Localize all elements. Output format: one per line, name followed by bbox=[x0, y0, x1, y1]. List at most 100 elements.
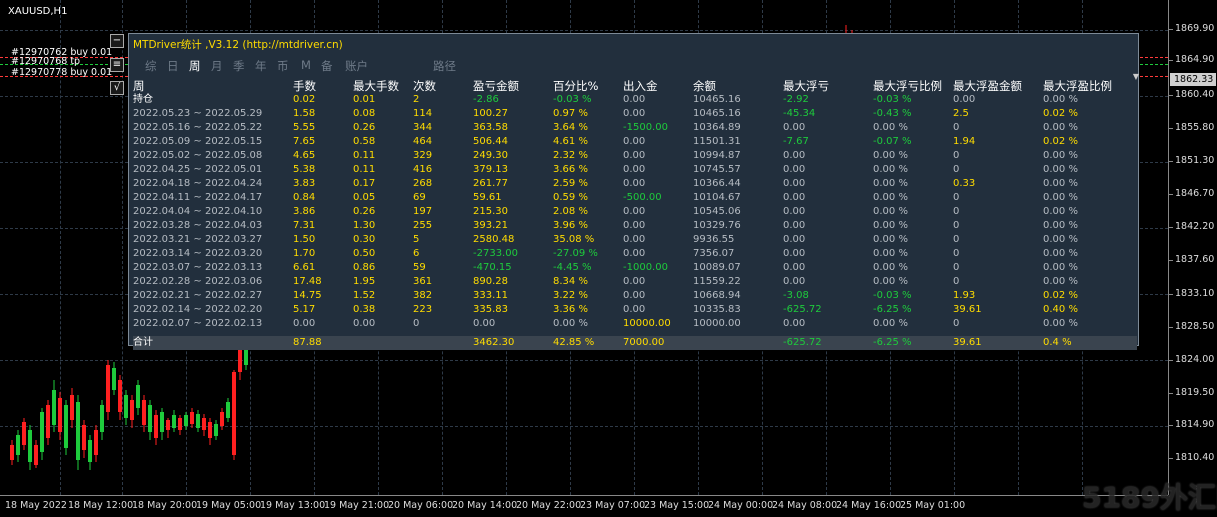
cell-pct: 2.32 % bbox=[553, 150, 588, 161]
table-row[interactable]: 2022.02.14 ~ 2022.02.20 5.17 0.38 223 335.83… bbox=[133, 303, 1137, 317]
table-row[interactable]: 2022.02.28 ~ 2022.03.06 17.48 1.95 361 890.2… bbox=[133, 275, 1137, 289]
cell-max-loss: 0.00 bbox=[783, 178, 806, 189]
price-chart[interactable]: XAUUSD,H1 #12970762 buy 0.01 #12970768 t… bbox=[0, 0, 1168, 495]
table-row[interactable]: 2022.04.04 ~ 2022.04.10 3.86 0.26 197 215.30… bbox=[133, 205, 1137, 219]
cell-max-loss: 0.00 bbox=[783, 164, 806, 175]
candle-body bbox=[46, 405, 50, 438]
cell-max-loss-pct: 0.00 % bbox=[873, 276, 908, 287]
column-header[interactable]: 出入金 bbox=[623, 79, 658, 93]
cell-max-gain: 0 bbox=[953, 234, 960, 245]
cell-max-loss-pct: 0.00 % bbox=[873, 122, 908, 133]
scroll-down-icon[interactable]: ▼ bbox=[1132, 72, 1139, 81]
panel-title: MTDriver统计 ,V3.12 (http://mtdriver.cn) bbox=[133, 39, 343, 51]
cell-pct: 2.08 % bbox=[553, 206, 588, 217]
candle-body bbox=[136, 385, 140, 408]
cell-max-gain-pct: 0.00 % bbox=[1043, 192, 1078, 203]
candle-body bbox=[52, 390, 56, 425]
cell-max-gain-pct: 0.00 % bbox=[1043, 262, 1078, 273]
column-header[interactable]: 周 bbox=[133, 79, 145, 93]
table-row[interactable]: 2022.03.14 ~ 2022.03.20 1.70 0.50 6 -2733.00… bbox=[133, 247, 1137, 261]
cell-label: 2022.04.04 ~ 2022.04.10 bbox=[133, 206, 263, 217]
table-row[interactable]: 2022.02.07 ~ 2022.02.13 0.00 0.00 0 0.00 0.00… bbox=[133, 317, 1137, 331]
column-header[interactable]: 最大浮亏比例 bbox=[873, 79, 942, 93]
cell-max-loss: -3.08 bbox=[783, 290, 809, 301]
column-header[interactable]: 最大手数 bbox=[353, 79, 399, 93]
tab-2[interactable]: 周 bbox=[189, 59, 201, 73]
table-row[interactable]: 2022.03.07 ~ 2022.03.13 6.61 0.86 59 -470.15… bbox=[133, 261, 1137, 275]
cell-lots: 3.86 bbox=[293, 206, 316, 217]
price-axis[interactable]: 1869.90 1864.90 1860.40 1855.80 1851.30 1846.… bbox=[1168, 0, 1217, 495]
time-axis[interactable]: 18 May 2022 18 May 12:00 18 May 20:00 19 Ma… bbox=[0, 495, 1168, 517]
cell-pnl: 261.77 bbox=[473, 178, 508, 189]
cell-label: 2022.05.02 ~ 2022.05.08 bbox=[133, 150, 263, 161]
tab-9[interactable]: 账户 bbox=[345, 59, 368, 73]
cell-max-gain-pct: 0.00 % bbox=[1043, 234, 1078, 245]
table-row-position[interactable]: 持仓 0.02 0.01 2 -2.86 -0.03 % 0.00 10465.16 -2.92… bbox=[133, 93, 1137, 107]
table-row[interactable]: 2022.02.21 ~ 2022.02.27 14.75 1.52 382 333.1… bbox=[133, 289, 1137, 303]
cell-max-loss: 0.00 bbox=[783, 276, 806, 287]
column-header[interactable]: 最大浮盈金额 bbox=[953, 79, 1022, 93]
candle-body bbox=[208, 422, 212, 438]
cell-lots: 1.58 bbox=[293, 108, 316, 119]
minimize-button[interactable]: − bbox=[110, 34, 124, 48]
table-row[interactable]: 2022.05.23 ~ 2022.05.29 1.58 0.08 114 100.27… bbox=[133, 107, 1137, 121]
cell-max-loss: 0.00 bbox=[783, 220, 806, 231]
cell-max-gain: 2.5 bbox=[953, 108, 969, 119]
time-tick: 20 May 22:00 bbox=[516, 500, 582, 511]
cell-max-gain-pct: 0.00 % bbox=[1043, 150, 1078, 161]
table-row[interactable]: 2022.04.11 ~ 2022.04.17 0.84 0.05 69 59.61 0.… bbox=[133, 191, 1137, 205]
cell-max-loss: 0.00 bbox=[783, 262, 806, 273]
column-header[interactable]: 最大浮亏 bbox=[783, 79, 829, 93]
cell-balance: 10994.87 bbox=[693, 150, 741, 161]
tab-5[interactable]: 年 bbox=[255, 59, 267, 73]
tab-3[interactable]: 月 bbox=[211, 59, 223, 73]
cell-max-gain: 0 bbox=[953, 122, 960, 133]
grid-line-v bbox=[122, 0, 123, 495]
column-header[interactable]: 余额 bbox=[693, 79, 716, 93]
cell-max-loss-pct: 0.00 % bbox=[873, 164, 908, 175]
price-tick: 1810.40 bbox=[1168, 452, 1215, 463]
table-row[interactable]: 2022.05.16 ~ 2022.05.22 5.55 0.26 344 363.58… bbox=[133, 121, 1137, 135]
candlestick-series bbox=[10, 335, 248, 470]
table-row[interactable]: 2022.05.02 ~ 2022.05.08 4.65 0.11 329 249.30… bbox=[133, 149, 1137, 163]
price-tick: 1846.70 bbox=[1168, 188, 1215, 199]
cell-flow: 10000.00 bbox=[623, 318, 671, 329]
table-row[interactable]: 2022.04.18 ~ 2022.04.24 3.83 0.17 268 261.77… bbox=[133, 177, 1137, 191]
cell-flow: 0.00 bbox=[623, 234, 646, 245]
table-row[interactable]: 2022.03.21 ~ 2022.03.27 1.50 0.30 5 2580.48 3… bbox=[133, 233, 1137, 247]
column-header[interactable]: 盈亏金额 bbox=[473, 79, 519, 93]
tab-8[interactable]: 备 bbox=[321, 59, 333, 73]
tab-7[interactable]: M bbox=[301, 58, 311, 72]
column-header[interactable]: 最大浮盈比例 bbox=[1043, 79, 1112, 93]
price-tick: 1855.80 bbox=[1168, 122, 1215, 133]
total-max-loss-pct: -6.25 % bbox=[873, 337, 912, 348]
price-tick: 1842.20 bbox=[1168, 221, 1215, 232]
tab-0[interactable]: 综 bbox=[145, 59, 157, 73]
tab-10[interactable]: 路径 bbox=[433, 59, 456, 73]
cell-max-gain: 1.93 bbox=[953, 290, 976, 301]
time-tick: 20 May 14:00 bbox=[452, 500, 518, 511]
candle-body bbox=[232, 372, 236, 455]
cell-max-lots: 1.30 bbox=[353, 220, 376, 231]
cell-max-loss: 0.00 bbox=[783, 122, 806, 133]
column-header[interactable]: 次数 bbox=[413, 79, 436, 93]
cell-flow: 0.00 bbox=[623, 248, 646, 259]
column-header[interactable]: 手数 bbox=[293, 79, 316, 93]
cell-count: 0 bbox=[413, 318, 420, 329]
table-row-total[interactable]: 合计 87.88 3462.30 42.85 % 7000.00 -625.72 -6.25… bbox=[133, 336, 1137, 350]
tab-1[interactable]: 日 bbox=[167, 59, 179, 73]
stats-panel[interactable]: MTDriver统计 ,V3.12 (http://mtdriver.cn) 综… bbox=[128, 33, 1139, 350]
table-row[interactable]: 2022.05.09 ~ 2022.05.15 7.65 0.58 464 506.44… bbox=[133, 135, 1137, 149]
column-header[interactable]: 百分比% bbox=[553, 79, 599, 93]
cell-lots: 7.65 bbox=[293, 136, 316, 147]
table-row[interactable]: 2022.03.28 ~ 2022.04.03 7.31 1.30 255 393.21… bbox=[133, 219, 1137, 233]
table-row[interactable]: 2022.04.25 ~ 2022.05.01 5.38 0.11 416 379.13… bbox=[133, 163, 1137, 177]
tab-6[interactable]: 币 bbox=[277, 59, 289, 73]
collapse-button[interactable]: ≡ bbox=[110, 58, 124, 72]
cell-lots: 0.02 bbox=[293, 94, 316, 105]
cell-pct: 35.08 % bbox=[553, 234, 595, 245]
cell-flow: -1500.00 bbox=[623, 122, 668, 133]
check-button[interactable]: √ bbox=[110, 81, 124, 95]
cell-pct: 0.00 % bbox=[553, 318, 588, 329]
tab-4[interactable]: 季 bbox=[233, 59, 245, 73]
